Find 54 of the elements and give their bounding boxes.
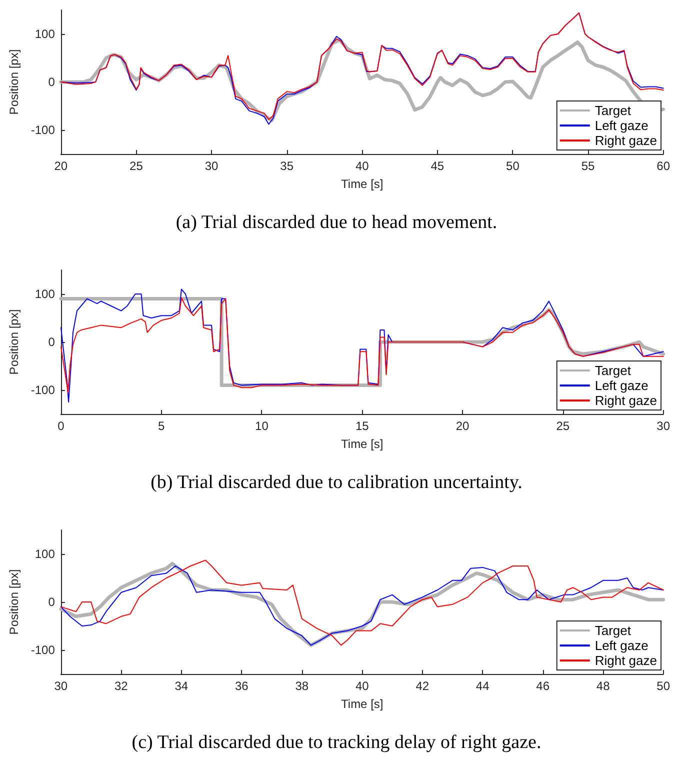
- legend-label: Right gaze: [594, 653, 658, 668]
- y-axis-title: Position [px]: [7, 569, 21, 635]
- y-tick-label: 0: [48, 335, 56, 349]
- x-tick-label: 30: [656, 419, 670, 433]
- y-tick-label: -100: [30, 123, 56, 137]
- x-tick-label: 5: [158, 419, 165, 433]
- x-tick-label: 15: [355, 419, 370, 433]
- x-tick-label: 34: [174, 679, 188, 693]
- x-tick-label: 32: [114, 679, 128, 693]
- x-tick-label: 40: [355, 679, 370, 693]
- y-tick-label: 0: [48, 75, 56, 89]
- x-axis-title: Time [s]: [341, 437, 384, 451]
- y-tick-label: 100: [34, 287, 56, 301]
- x-axis-title: Time [s]: [341, 697, 384, 711]
- legend-label: Left gaze: [594, 638, 648, 653]
- text: (c) Trial discarded due to tracking delay of right gaze.: [130, 732, 542, 754]
- x-tick-label: 50: [506, 159, 520, 173]
- x-tick-label: 44: [476, 679, 490, 693]
- x-tick-label: 42: [416, 679, 430, 693]
- x-tick-label: 48: [596, 679, 610, 693]
- legend-label: Left gaze: [594, 118, 648, 133]
- x-tick-label: 0: [58, 419, 65, 433]
- legend-label: Left gaze: [594, 378, 648, 393]
- y-tick-label: -100: [30, 383, 56, 397]
- x-tick-label: 50: [656, 679, 670, 693]
- x-tick-label: 30: [204, 159, 219, 173]
- x-tick-label: 45: [430, 159, 444, 173]
- x-tick-label: 35: [280, 159, 294, 173]
- y-axis-title: Position [px]: [7, 309, 21, 375]
- x-tick-label: 46: [536, 679, 550, 693]
- y-tick-label: 100: [34, 547, 56, 561]
- y-tick-label: 100: [34, 27, 56, 41]
- text: (b) Trial discarded due to calibration uncertainty.: [150, 472, 524, 494]
- y-tick-label: -100: [30, 643, 56, 657]
- legend-label: Target: [594, 623, 632, 638]
- x-tick-label: 20: [456, 419, 470, 433]
- text: (a) Trial discarded due to head movement.: [174, 212, 498, 234]
- x-tick-label: 20: [54, 159, 68, 173]
- y-axis-title: Position [px]: [7, 49, 21, 115]
- legend-label: Target: [594, 103, 632, 118]
- x-tick-label: 40: [355, 159, 370, 173]
- x-tick-label: 30: [54, 679, 68, 693]
- x-tick-label: 60: [656, 159, 670, 173]
- legend-label: Right gaze: [594, 393, 658, 408]
- legend-label: Target: [594, 363, 632, 378]
- y-tick-label: 0: [48, 595, 56, 609]
- x-tick-label: 25: [556, 419, 570, 433]
- legend-label: Right gaze: [594, 133, 658, 148]
- x-tick-label: 36: [234, 679, 249, 693]
- x-tick-label: 25: [130, 159, 144, 173]
- x-tick-label: 10: [255, 419, 269, 433]
- x-tick-label: 38: [295, 679, 309, 693]
- x-tick-label: 55: [581, 159, 596, 173]
- x-axis-title: Time [s]: [341, 177, 384, 191]
